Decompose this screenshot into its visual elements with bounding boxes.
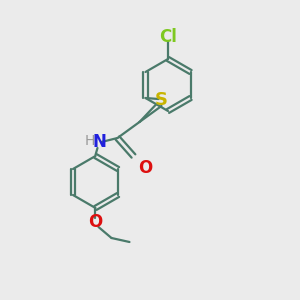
- Text: O: O: [139, 159, 153, 177]
- Text: H: H: [84, 134, 95, 148]
- Text: S: S: [155, 91, 168, 109]
- Text: Cl: Cl: [159, 28, 177, 46]
- Text: O: O: [88, 213, 103, 231]
- Text: N: N: [92, 133, 106, 151]
